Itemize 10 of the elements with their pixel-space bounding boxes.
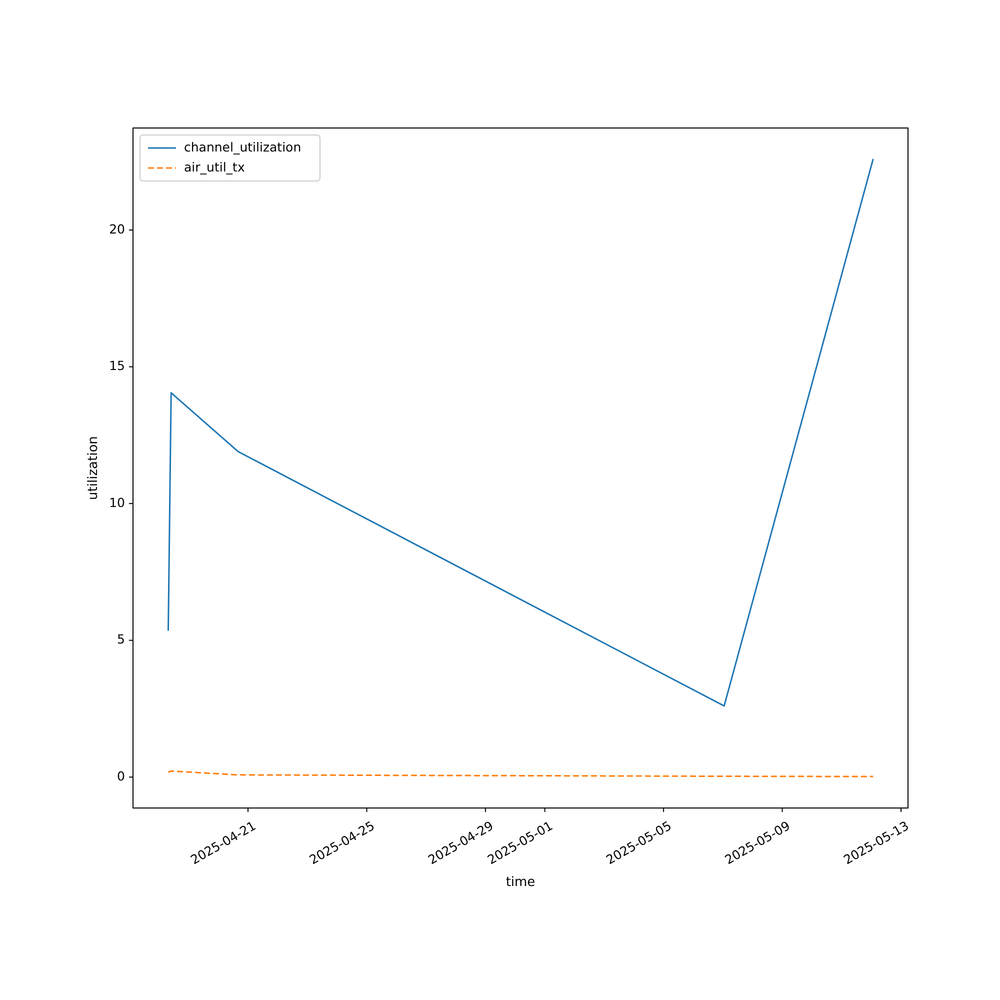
y-tick-label: 5 [117,632,125,647]
line-series [167,158,874,707]
legend-label: air_util_tx [184,159,245,174]
y-axis-title: utilization [86,436,101,500]
x-axis-title: time [506,875,536,890]
y-tick-label: 20 [109,221,126,236]
legend-label: channel_utilization [184,139,302,154]
y-tick-label: 0 [117,768,126,784]
y-tick-label: 10 [109,494,126,510]
y-tick-label: 15 [109,358,125,374]
